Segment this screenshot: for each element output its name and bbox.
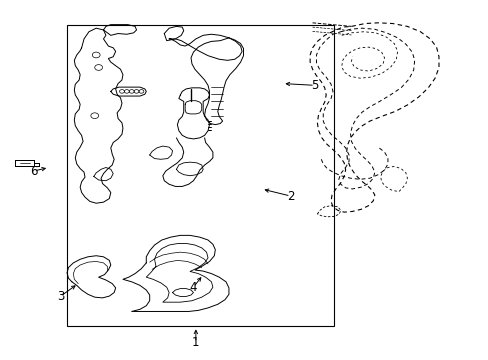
Text: 4: 4 — [189, 281, 197, 294]
Text: 2: 2 — [286, 190, 294, 203]
Text: 3: 3 — [57, 289, 64, 303]
Text: 6: 6 — [30, 165, 37, 177]
Text: 5: 5 — [311, 79, 318, 92]
Text: 1: 1 — [192, 336, 199, 349]
Bar — [67, 24, 334, 327]
